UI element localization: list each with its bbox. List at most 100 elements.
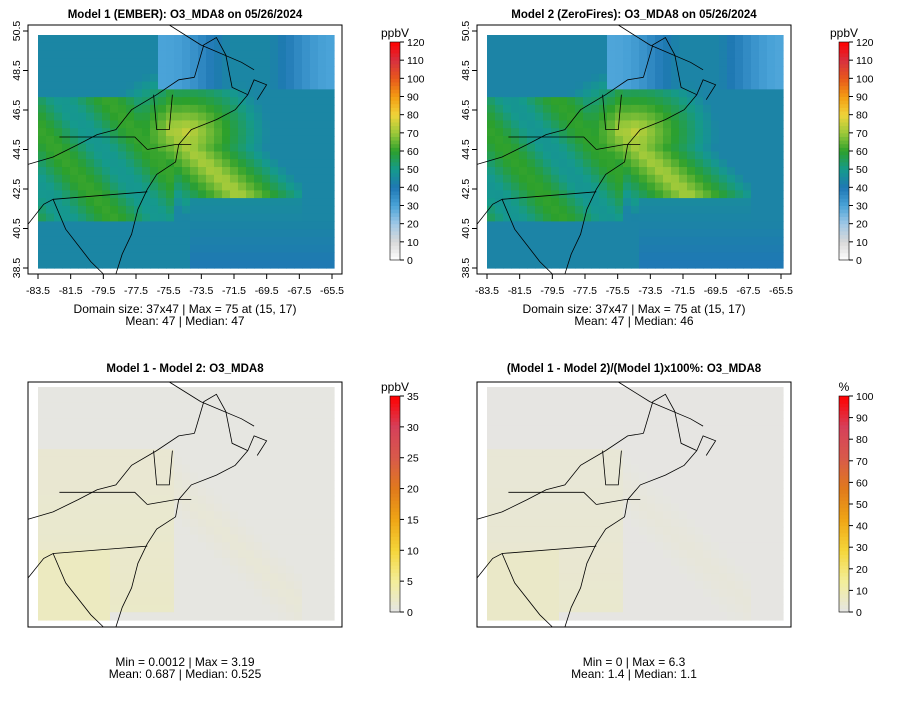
grid-cell xyxy=(206,73,215,83)
grid-cell xyxy=(559,410,568,419)
grid-cell xyxy=(679,198,688,207)
grid-cell xyxy=(655,190,664,199)
grid-cell xyxy=(607,573,616,582)
grid-cell xyxy=(487,441,496,450)
grid-cell xyxy=(158,511,167,520)
grid-cell xyxy=(318,480,327,489)
grid-cell xyxy=(551,167,560,176)
grid-cell xyxy=(222,526,231,536)
grid-cell xyxy=(326,190,335,199)
grid-cell xyxy=(695,66,704,75)
grid-cell xyxy=(607,135,616,145)
grid-cell xyxy=(206,112,215,122)
grid-cell xyxy=(262,73,271,83)
grid-cell xyxy=(302,418,311,427)
grid-cell xyxy=(495,480,504,489)
grid-cell xyxy=(599,89,608,98)
grid-cell xyxy=(711,387,720,396)
grid-cell xyxy=(278,526,287,536)
grid-cell xyxy=(86,128,95,137)
grid-cell xyxy=(174,480,183,489)
grid-cell xyxy=(543,229,552,238)
grid-cell xyxy=(198,573,207,582)
grid-cell xyxy=(54,433,63,442)
grid-cell xyxy=(647,472,656,481)
grid-cell xyxy=(198,112,207,122)
grid-cell xyxy=(118,503,127,512)
grid-cell xyxy=(246,410,255,419)
grid-cell xyxy=(559,89,568,98)
grid-cell xyxy=(567,104,576,114)
grid-cell xyxy=(615,73,624,83)
boundary-line xyxy=(27,76,195,165)
grid-cell xyxy=(78,73,87,83)
grid-cell xyxy=(302,252,311,261)
grid-cell xyxy=(663,433,672,442)
grid-cell xyxy=(599,472,608,481)
grid-cell xyxy=(46,394,55,404)
grid-cell xyxy=(567,128,576,137)
grid-cell xyxy=(198,612,207,621)
grid-cell xyxy=(671,495,680,505)
grid-cell xyxy=(302,260,311,269)
grid-cell xyxy=(599,581,608,590)
grid-cell xyxy=(519,236,528,246)
grid-cell xyxy=(687,402,696,411)
grid-cell xyxy=(511,73,520,83)
grid-cell xyxy=(294,135,303,145)
grid-cell xyxy=(687,472,696,481)
grid-cell xyxy=(599,557,608,567)
grid-cell xyxy=(743,128,752,137)
grid-cell xyxy=(62,534,71,543)
grid-cell xyxy=(150,236,159,246)
grid-cell xyxy=(94,151,103,160)
grid-cell xyxy=(214,456,223,466)
grid-cell xyxy=(775,503,784,512)
grid-cell xyxy=(86,73,95,83)
grid-cell xyxy=(687,182,696,191)
grid-cell xyxy=(687,104,696,114)
grid-cell xyxy=(631,503,640,512)
grid-cell xyxy=(559,221,568,230)
grid-cell xyxy=(655,135,664,145)
grid-cell xyxy=(78,174,87,184)
grid-cell xyxy=(126,449,135,458)
grid-cell xyxy=(238,612,247,621)
grid-cell xyxy=(38,236,47,246)
grid-cell xyxy=(278,449,287,458)
grid-cell xyxy=(142,456,151,466)
grid-cell xyxy=(254,190,263,199)
grid-cell xyxy=(655,167,664,176)
grid-cell xyxy=(310,604,319,613)
grid-cell xyxy=(511,120,520,129)
grid-cell xyxy=(591,143,600,153)
stats-line-1: Domain size: 37x47 | Max = 75 at (15, 17… xyxy=(523,302,746,316)
grid-cell xyxy=(695,480,704,489)
grid-cell xyxy=(206,495,215,505)
grid-cell xyxy=(270,104,279,114)
grid-cell xyxy=(278,112,287,122)
grid-cell xyxy=(38,151,47,160)
grid-cell xyxy=(318,151,327,160)
grid-cell xyxy=(751,229,760,238)
grid-cell xyxy=(719,120,728,129)
grid-cell xyxy=(38,190,47,199)
grid-cell xyxy=(679,143,688,153)
grid-cell xyxy=(599,167,608,176)
grid-cell xyxy=(302,182,311,191)
grid-cell xyxy=(599,418,608,427)
x-tick-label: -75.5 xyxy=(157,285,181,297)
grid-cell xyxy=(695,557,704,567)
grid-cell xyxy=(278,174,287,184)
grid-cell xyxy=(110,66,119,75)
grid-cell xyxy=(78,495,87,505)
grid-cell xyxy=(663,236,672,246)
grid-cell xyxy=(150,511,159,520)
grid-cell xyxy=(206,604,215,613)
grid-cell xyxy=(735,213,744,222)
grid-cell xyxy=(735,229,744,238)
grid-cell xyxy=(166,143,175,153)
grid-cell xyxy=(238,89,247,98)
grid-cell xyxy=(751,112,760,122)
grid-cell xyxy=(286,97,295,106)
